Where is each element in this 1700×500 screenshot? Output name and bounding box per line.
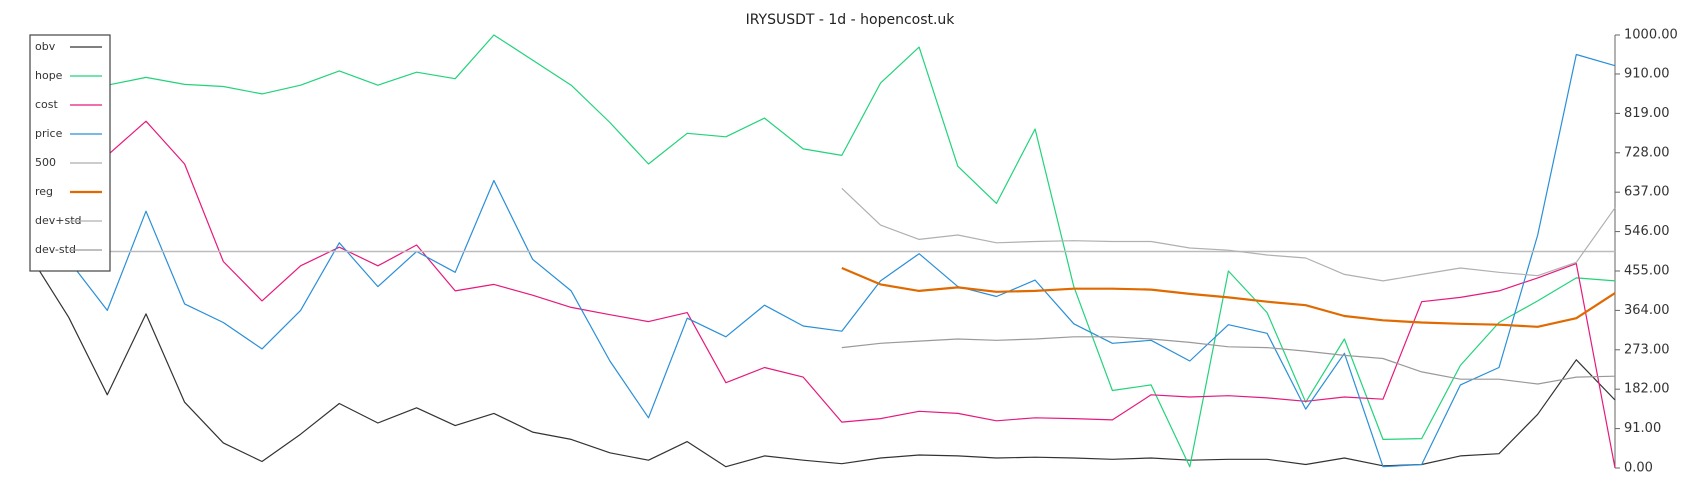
legend-label: price <box>35 127 63 140</box>
line-series <box>841 187 1616 282</box>
y-tick-label: 0.00 <box>1624 461 1653 476</box>
legend-label: hope <box>35 69 63 82</box>
y-tick-label: 910.00 <box>1624 66 1670 81</box>
legend-label: dev+std <box>35 214 82 227</box>
y-tick-label: 728.00 <box>1624 145 1670 160</box>
y-tick-label: 546.00 <box>1624 224 1670 239</box>
chart-title: IRYSUSDT - 1d - hopencost.uk <box>746 12 956 28</box>
legend-label: reg <box>35 185 53 198</box>
legend-label: dev-std <box>35 243 76 256</box>
legend-label: obv <box>35 40 56 53</box>
legend-label: cost <box>35 98 59 111</box>
line-series <box>29 53 1616 468</box>
line-series <box>29 120 1616 469</box>
y-tick-label: 637.00 <box>1624 185 1670 200</box>
y-tick-label: 455.00 <box>1624 263 1670 278</box>
y-tick-label: 182.00 <box>1624 382 1670 397</box>
y-tick-label: 91.00 <box>1624 421 1661 436</box>
y-tick-label: 819.00 <box>1624 106 1670 121</box>
line-series <box>841 266 1616 328</box>
legend-box <box>29 34 111 272</box>
legend: obv hope cost price 500 reg dev+std dev-std <box>29 34 111 272</box>
y-tick-label: 1000.00 <box>1624 28 1678 43</box>
line-series <box>841 336 1616 385</box>
line-series <box>29 255 1616 468</box>
y-tick-label: 364.00 <box>1624 303 1670 318</box>
legend-label: 500 <box>35 156 56 169</box>
y-tick-label: 273.00 <box>1624 342 1670 357</box>
